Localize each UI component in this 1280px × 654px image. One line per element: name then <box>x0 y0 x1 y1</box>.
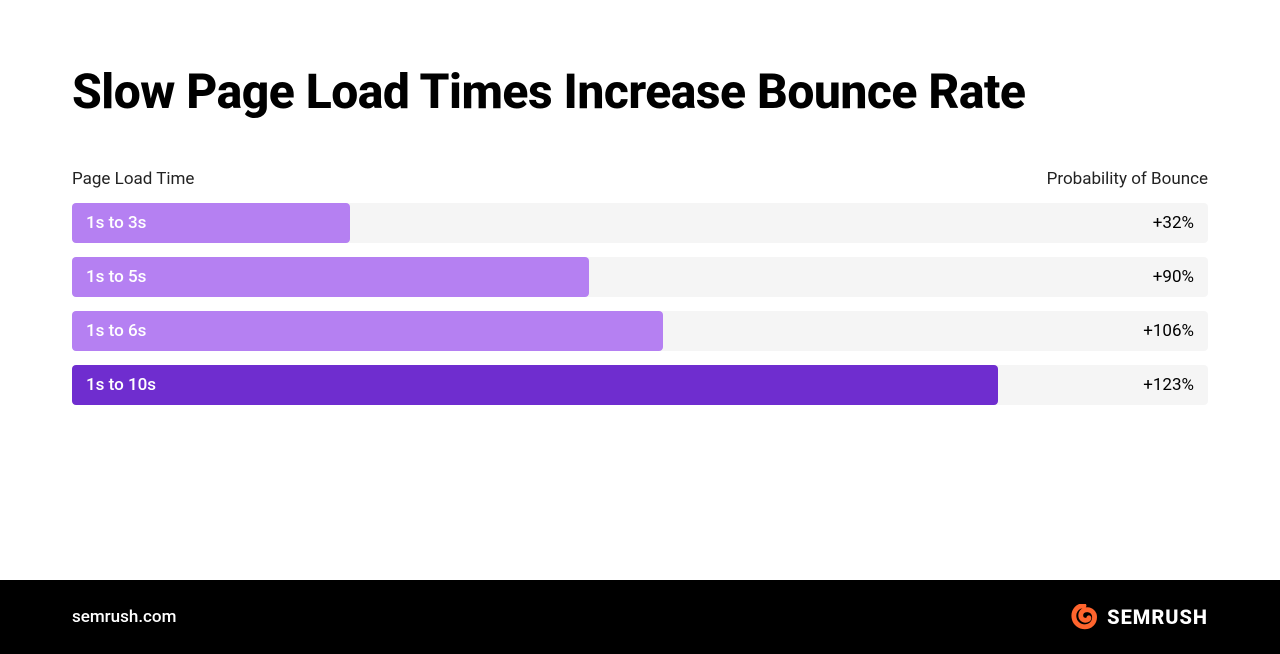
bar-value: +90% <box>1153 267 1194 287</box>
bar-chart: 1s to 3s+32%1s to 5s+90%1s to 6s+106%1s … <box>72 203 1208 405</box>
bar-label: 1s to 10s <box>86 375 156 395</box>
bar-label: 1s to 3s <box>86 213 146 233</box>
bar-row: 1s to 3s +32% <box>72 203 1208 243</box>
bar-value: +32% <box>1153 213 1194 233</box>
page-root: Slow Page Load Times Increase Bounce Rat… <box>0 0 1280 654</box>
content-area: Slow Page Load Times Increase Bounce Rat… <box>0 0 1280 580</box>
bar-row: 1s to 5s +90% <box>72 257 1208 297</box>
bar-row: 1s to 10s +123% <box>72 365 1208 405</box>
bar-row: 1s to 6s +106% <box>72 311 1208 351</box>
header-left: Page Load Time <box>72 169 194 189</box>
bar-label: 1s to 5s <box>86 267 146 287</box>
bar-fill <box>72 311 663 351</box>
semrush-logo-icon <box>1071 604 1097 630</box>
bar-value: +106% <box>1143 321 1194 341</box>
bar-fill <box>72 365 998 405</box>
footer-brand-block: SEMRUSH <box>1071 604 1208 630</box>
page-title: Slow Page Load Times Increase Bounce Rat… <box>72 64 1208 119</box>
header-right: Probability of Bounce <box>1047 169 1208 189</box>
bar-fill <box>72 257 589 297</box>
footer-site: semrush.com <box>72 607 176 627</box>
bar-label: 1s to 6s <box>86 321 146 341</box>
bar-value: +123% <box>1143 375 1194 395</box>
footer: semrush.com SEMRUSH <box>0 580 1280 654</box>
column-headers: Page Load Time Probability of Bounce <box>72 169 1208 189</box>
brand-name: SEMRUSH <box>1107 605 1208 629</box>
